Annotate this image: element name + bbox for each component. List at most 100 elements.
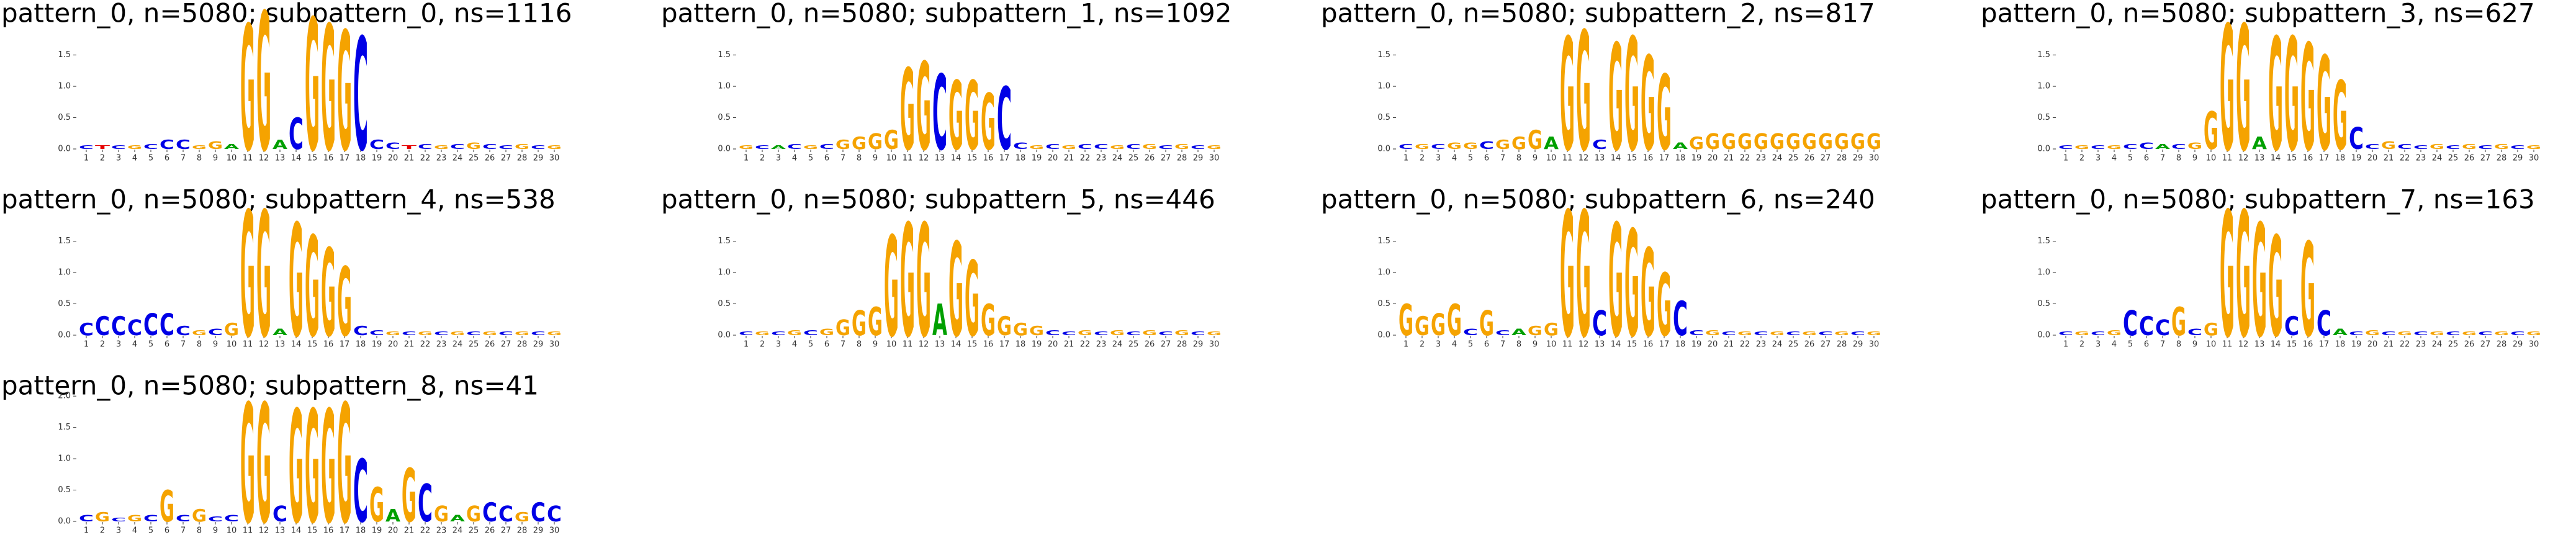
chart-title: pattern_0, n=5080; subpattern_0, ns=1116 bbox=[1, 0, 572, 29]
logo-letter: C bbox=[1786, 330, 1801, 336]
logo-letter: G bbox=[2365, 329, 2380, 337]
x-tick-label: 11 bbox=[2222, 340, 2233, 349]
logo-letter: G bbox=[1207, 144, 1222, 150]
logo-letter: C bbox=[385, 141, 400, 151]
logo-letter: G bbox=[1624, 199, 1639, 370]
logo-letter: C bbox=[79, 144, 94, 150]
x-tick-label: 16 bbox=[1643, 340, 1654, 349]
x-tick-label: 19 bbox=[372, 526, 382, 536]
logo-letter: C bbox=[160, 137, 174, 152]
logo-letter: G bbox=[321, 0, 336, 190]
logo-letter: G bbox=[2268, 209, 2283, 367]
x-tick-label: 25 bbox=[469, 154, 479, 163]
x-tick-label: 8 bbox=[1516, 340, 1521, 349]
x-tick-label: 21 bbox=[1064, 340, 1074, 349]
logo-letter: G bbox=[2236, 0, 2251, 190]
logo-letter: C bbox=[2478, 330, 2493, 336]
logo-letter: C bbox=[176, 323, 191, 338]
x-tick-label: 7 bbox=[181, 526, 186, 536]
logo-letter: C bbox=[79, 320, 94, 340]
logo-letter: G bbox=[1818, 129, 1833, 154]
logo-letter: C bbox=[2284, 312, 2299, 341]
logo-letter: C bbox=[160, 307, 174, 343]
logo-letter: C bbox=[755, 144, 770, 150]
x-tick-label: 18 bbox=[1675, 340, 1686, 349]
logo-panel: pattern_0, n=5080; subpattern_0, ns=1116… bbox=[1, 0, 572, 194]
x-tick-label: 22 bbox=[2400, 154, 2410, 163]
x-tick-label: 18 bbox=[356, 154, 366, 163]
x-tick-label: 21 bbox=[404, 526, 415, 536]
logo-letter: G bbox=[1834, 129, 1849, 154]
x-tick-label: 6 bbox=[1484, 154, 1489, 163]
logo-letter: G bbox=[916, 38, 931, 178]
logo-letter: G bbox=[868, 299, 883, 344]
logo-letter: C bbox=[2187, 327, 2202, 337]
x-tick-label: 20 bbox=[388, 526, 399, 536]
x-tick-label: 14 bbox=[291, 340, 302, 349]
x-tick-label: 13 bbox=[1595, 154, 1605, 163]
logo-letter: C bbox=[1754, 330, 1768, 336]
x-tick-label: 10 bbox=[227, 154, 237, 163]
x-tick-label: 30 bbox=[2529, 154, 2539, 163]
logo-letter: C bbox=[498, 502, 513, 526]
chart-title: pattern_0, n=5080; subpattern_5, ns=446 bbox=[661, 184, 1215, 215]
x-tick-label: 22 bbox=[420, 340, 431, 349]
logo-letter: G bbox=[1511, 133, 1526, 153]
logo-letter: G bbox=[1608, 192, 1623, 372]
x-tick-label: 26 bbox=[485, 154, 495, 163]
logo-letter: G bbox=[321, 225, 336, 364]
x-tick-label: 20 bbox=[2367, 340, 2378, 349]
x-tick-label: 27 bbox=[501, 526, 511, 536]
x-tick-label: 29 bbox=[2513, 154, 2523, 163]
logo-letter: G bbox=[1110, 144, 1125, 150]
logo-panel: pattern_0, n=5080; subpattern_7, ns=163 0… bbox=[1981, 177, 2541, 377]
logo-letter: G bbox=[192, 144, 207, 150]
logo-letter: C bbox=[208, 515, 223, 523]
logo-letter: G bbox=[1061, 144, 1076, 150]
x-tick-label: 21 bbox=[1724, 340, 1734, 349]
logo-letter: G bbox=[2494, 330, 2509, 336]
x-tick-label: 16 bbox=[1643, 154, 1654, 163]
logo-letter: C bbox=[1061, 330, 1076, 336]
logo-letter: C bbox=[2510, 330, 2525, 336]
x-tick-label: 30 bbox=[1869, 154, 1880, 163]
logo-letter: C bbox=[434, 330, 449, 336]
logo-letter: G bbox=[515, 330, 529, 336]
logo-letter: C bbox=[1158, 144, 1173, 150]
logo-letter: C bbox=[143, 307, 158, 343]
x-tick-label: 11 bbox=[903, 154, 913, 163]
x-tick-label: 2 bbox=[100, 154, 105, 163]
x-tick-label: 7 bbox=[2160, 340, 2165, 349]
logo-letter: A bbox=[1673, 141, 1688, 151]
x-tick-label: 26 bbox=[1145, 154, 1155, 163]
logo-letter: G bbox=[1142, 143, 1157, 151]
x-tick-label: 16 bbox=[2303, 340, 2313, 349]
logo-letter: A bbox=[2333, 327, 2348, 337]
x-tick-label: 26 bbox=[1804, 340, 1815, 349]
logo-letter: G bbox=[2220, 0, 2235, 190]
y-tick-label: 1.0 bbox=[58, 268, 71, 277]
y-tick-label: 1.0 bbox=[58, 454, 71, 464]
logo-letter: C bbox=[1191, 330, 1205, 336]
logo-letter: G bbox=[1576, 0, 1591, 187]
logo-letter: G bbox=[1657, 54, 1672, 174]
logo-letter: G bbox=[1560, 6, 1575, 186]
chart-title: pattern_0, n=5080; subpattern_7, ns=163 bbox=[1981, 184, 2535, 215]
logo-letter: G bbox=[337, 249, 352, 358]
logo-letter: G bbox=[1078, 329, 1092, 337]
x-tick-label: 9 bbox=[2192, 154, 2197, 163]
x-tick-label: 12 bbox=[2238, 154, 2249, 163]
x-tick-label: 22 bbox=[1080, 154, 1091, 163]
x-tick-label: 5 bbox=[148, 526, 153, 536]
logo-letter: G bbox=[2462, 143, 2477, 151]
x-tick-label: 19 bbox=[2351, 154, 2362, 163]
logo-letter: G bbox=[916, 192, 931, 372]
y-tick-label: 0.5 bbox=[2037, 299, 2050, 308]
logo-letter: G bbox=[997, 312, 1012, 341]
logo-panel: pattern_0, n=5080; subpattern_3, ns=627 0… bbox=[1981, 0, 2541, 190]
logo-letter: G bbox=[2300, 217, 2315, 366]
logo-letter: T bbox=[402, 144, 417, 150]
logo-letter: C bbox=[1126, 330, 1141, 336]
logo-panel: pattern_0, n=5080; subpattern_4, ns=538 0… bbox=[1, 177, 562, 377]
logo-letter: A bbox=[272, 137, 287, 152]
